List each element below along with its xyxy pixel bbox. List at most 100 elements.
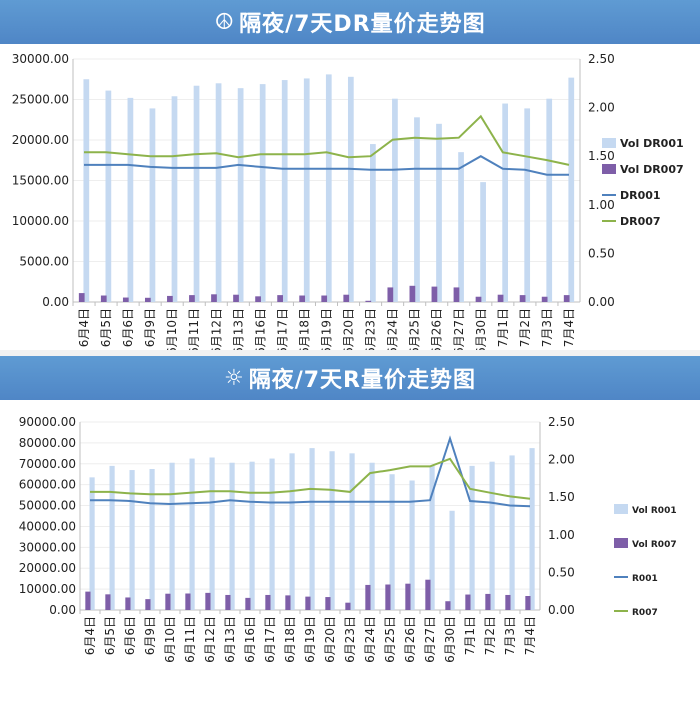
- bar-vol-r007: [165, 593, 171, 610]
- bar-vol-dr001: [83, 79, 90, 302]
- bar-vol-dr001: [392, 98, 398, 302]
- x-axis-tick-label: 6月6日: [121, 308, 135, 347]
- bar-vol-dr007: [365, 300, 372, 302]
- bar-vol-dr001: [325, 74, 332, 302]
- bar-vol-r001: [489, 461, 495, 610]
- bar-vol-dr001: [171, 96, 178, 302]
- right-axis-tick-label: 0.50: [588, 246, 615, 260]
- legend-label: Vol R001: [632, 506, 677, 516]
- x-axis-tick-label: 7月2日: [483, 616, 497, 655]
- left-axis-tick-label: 15000.00: [12, 174, 69, 188]
- chart-2-svg: 0.00 10000.00 20000.00 30000.00 40000.00 5000…: [19, 415, 677, 663]
- x-axis-tick-label: 6月27日: [423, 616, 437, 663]
- bar-vol-r001: [529, 448, 535, 610]
- bar-vol-dr001: [303, 78, 310, 302]
- bar-vol-dr007: [497, 294, 504, 302]
- legend-label: R007: [632, 608, 658, 618]
- bar-vol-r001: [309, 448, 315, 610]
- x-axis-tick-label: 6月27日: [452, 308, 466, 350]
- bar-vol-dr001: [370, 144, 376, 302]
- legend-swatch: [602, 138, 616, 148]
- x-axis-tick-label: 6月4日: [77, 308, 91, 347]
- legend-label: Vol DR001: [620, 137, 684, 150]
- bar-vol-dr001: [436, 123, 442, 302]
- bar-vol-dr007: [321, 295, 328, 302]
- bar-vol-dr001: [259, 84, 266, 302]
- bar-vol-dr001: [237, 88, 244, 302]
- legend-swatch: [614, 504, 628, 514]
- bar-vol-dr001: [480, 182, 486, 302]
- bar-vol-dr007: [144, 297, 151, 302]
- right-axis-tick-label: 2.50: [548, 415, 575, 429]
- bar-vol-r001: [449, 510, 455, 610]
- bar-vol-r007: [105, 594, 111, 610]
- right-axis-tick-label: 2.00: [548, 453, 575, 467]
- bar-vol-dr001: [546, 98, 553, 302]
- bar-vol-r007: [505, 594, 511, 610]
- left-axis-tick-label: 70000.00: [19, 457, 76, 471]
- bar-vol-dr007: [299, 295, 306, 302]
- chart-1-title: 隔夜/7天DR量价走势图: [239, 12, 486, 37]
- x-axis-tick-label: 6月23日: [343, 616, 357, 663]
- bar-vol-r007: [185, 593, 191, 610]
- peace-icon: ☮: [214, 9, 236, 35]
- bar-vol-r007: [205, 592, 211, 610]
- chart-1-panel: 0.00 5000.00 10000.00 15000.00 20000.00 25000…: [0, 44, 700, 355]
- left-axis-tick-label: 0.00: [42, 295, 69, 309]
- x-axis-tick-label: 6月17日: [275, 308, 289, 350]
- x-axis-tick-label: 6月25日: [408, 308, 422, 350]
- x-axis-tick-label: 6月30日: [474, 308, 488, 350]
- right-axis-tick-label: 2.00: [588, 101, 615, 115]
- x-axis-tick-label: 6月11日: [187, 308, 201, 350]
- sun-icon: ☼: [223, 365, 245, 391]
- legend-swatch: [614, 538, 628, 548]
- legend-label: DR007: [620, 215, 661, 228]
- bar-vol-r007: [365, 584, 371, 610]
- bar-vol-r007: [225, 594, 231, 610]
- bar-vol-dr007: [255, 296, 261, 302]
- right-axis-tick-label: 0.50: [548, 565, 575, 579]
- x-axis-tick-label: 6月5日: [99, 308, 113, 347]
- left-axis-tick-label: 30000.00: [19, 540, 76, 554]
- x-axis-tick-label: 6月9日: [143, 308, 157, 347]
- left-axis-tick-label: 30000.00: [12, 52, 69, 66]
- bar-vol-r007: [145, 599, 151, 610]
- bar-vol-dr007: [431, 286, 438, 302]
- left-axis-tick-label: 80000.00: [19, 436, 76, 450]
- bar-vol-r007: [385, 584, 391, 610]
- x-axis-tick-label: 6月20日: [342, 308, 356, 350]
- bar-vol-dr001: [149, 108, 156, 302]
- bar-vol-dr007: [409, 285, 416, 302]
- legend-label: R001: [632, 574, 658, 584]
- x-axis-tick-label: 6月13日: [223, 616, 237, 663]
- bar-vol-dr007: [519, 295, 526, 302]
- x-axis-tick-label: 6月10日: [163, 616, 177, 663]
- left-axis-tick-label: 10000.00: [12, 214, 69, 228]
- x-axis-tick-label: 7月3日: [540, 308, 554, 347]
- x-axis-tick-label: 6月6日: [123, 616, 137, 655]
- bar-vol-dr007: [563, 295, 570, 302]
- bar-vol-r007: [85, 591, 91, 610]
- bar-vol-dr001: [105, 90, 112, 302]
- bar-vol-dr007: [78, 293, 85, 302]
- x-axis-tick-label: 7月1日: [496, 308, 510, 347]
- bar-vol-r001: [349, 453, 355, 610]
- x-axis-tick-label: 6月19日: [303, 616, 317, 663]
- bar-vol-dr001: [458, 152, 464, 302]
- left-axis-tick-label: 5000.00: [19, 255, 69, 269]
- left-axis-tick-label: 60000.00: [19, 478, 76, 492]
- x-axis-tick-label: 6月9日: [143, 616, 157, 655]
- bar-vol-dr001: [215, 83, 222, 302]
- line-r001: [90, 435, 531, 508]
- bar-vol-r001: [89, 477, 95, 610]
- left-axis-tick-label: 50000.00: [19, 499, 76, 513]
- right-axis-tick-label: 2.50: [588, 52, 615, 66]
- bar-vol-dr007: [541, 296, 548, 302]
- right-axis-tick-label: 0.00: [588, 295, 615, 309]
- x-axis-tick-label: 7月1日: [463, 616, 477, 655]
- line-dr007: [84, 114, 570, 166]
- x-axis-tick-label: 6月16日: [253, 308, 267, 350]
- x-axis-tick-label: 6月17日: [263, 616, 277, 663]
- x-axis-tick-label: 6月18日: [297, 308, 311, 350]
- bar-vol-dr007: [343, 294, 350, 302]
